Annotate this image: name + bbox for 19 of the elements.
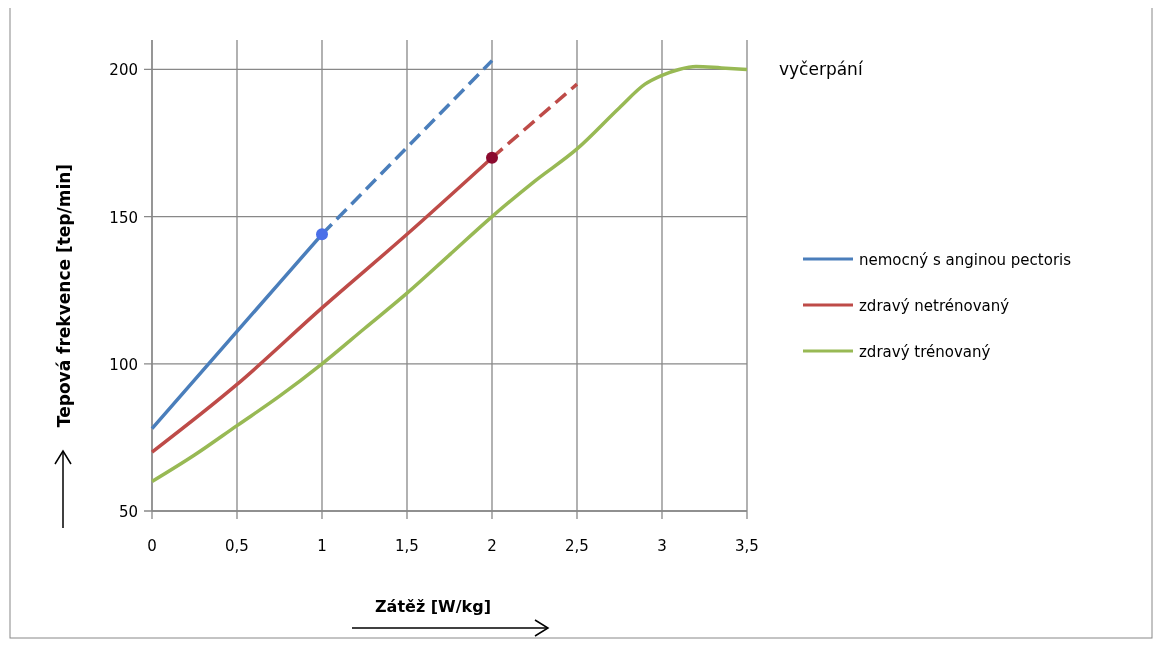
y-tick-label: 200 (109, 61, 138, 80)
x-tick-label: 0,5 (225, 537, 249, 555)
x-tick-label: 3 (657, 537, 667, 555)
line-series (150, 64, 749, 484)
x-axis-title: Zátěž [W/kg] (375, 597, 491, 616)
legend-label: nemocný s anginou pectoris (859, 251, 1072, 269)
x-tick-label: 1,5 (395, 537, 419, 555)
x-tick-label: 3,5 (735, 537, 759, 555)
x-tick-label: 2 (487, 537, 497, 555)
y-tick-label: 150 (109, 208, 138, 227)
y-tick-label: 100 (109, 355, 138, 374)
x-tick-label: 1 (317, 537, 327, 555)
x-tick-label: 0 (147, 537, 157, 555)
annotation: vyčerpání (779, 59, 864, 80)
y-axis-title: Tepová frekvence [tep/min] (54, 163, 74, 428)
x-tick-label: 2,5 (565, 537, 589, 555)
y-tick-label: 50 (118, 503, 138, 521)
legend-label: zdravý netrénovaný (859, 297, 1010, 315)
legend-label: zdravý trénovaný (859, 343, 991, 361)
